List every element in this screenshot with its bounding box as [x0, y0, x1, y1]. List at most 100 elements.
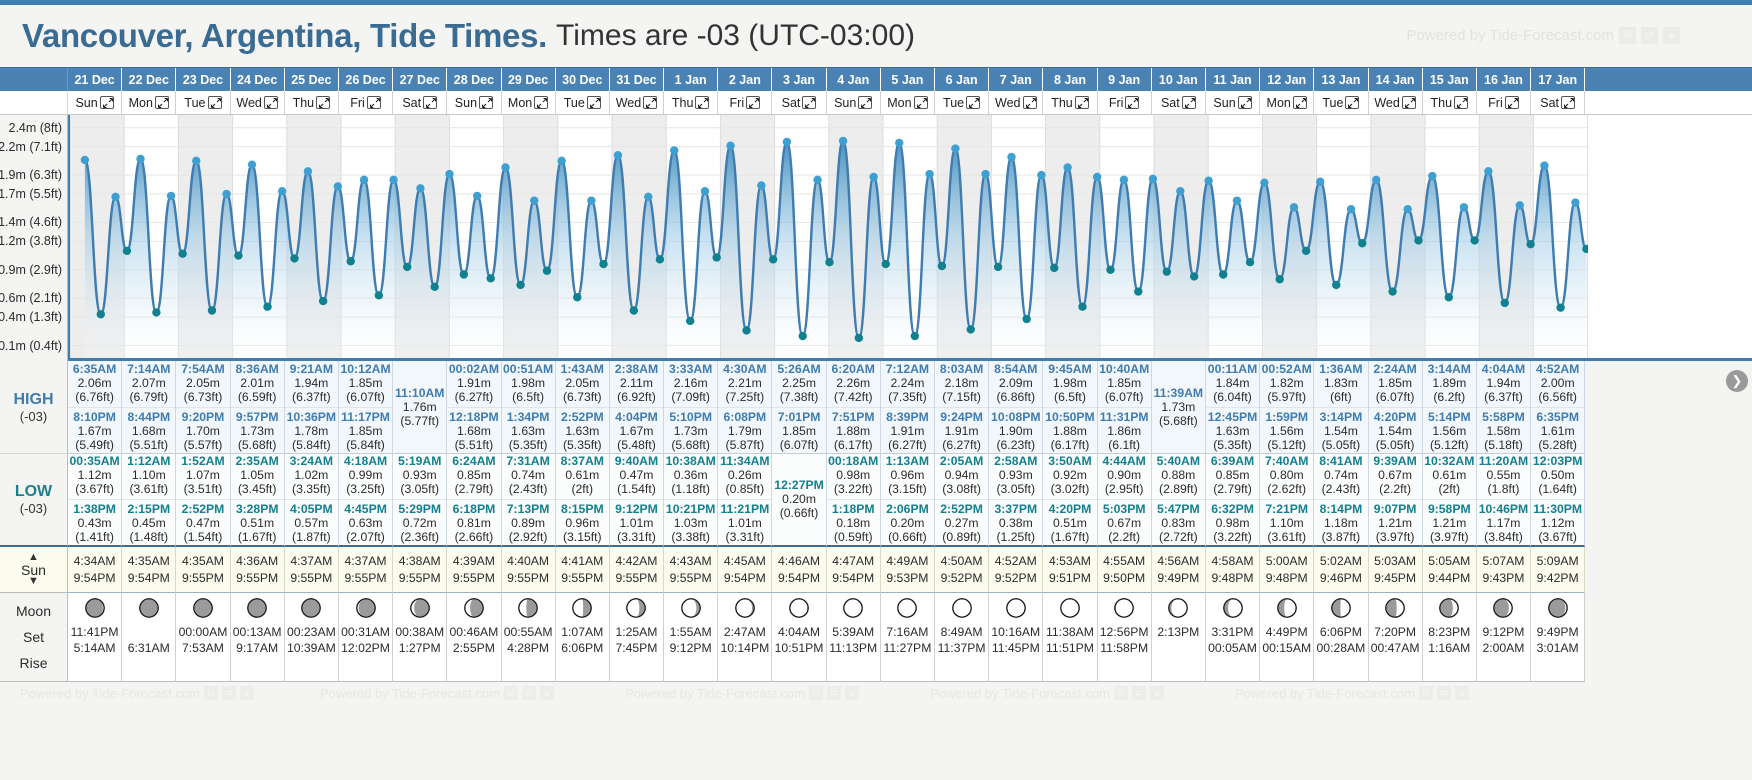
date-header-cell[interactable]: 14 Jan [1369, 68, 1423, 91]
low-tide-marker[interactable] [1556, 303, 1565, 312]
low-tide-marker[interactable] [403, 262, 412, 272]
day-of-week-cell[interactable]: Wed [230, 91, 285, 114]
high-tide-marker[interactable] [1063, 163, 1072, 172]
high-tide-marker[interactable] [1119, 175, 1129, 185]
high-tide-marker[interactable] [925, 169, 934, 179]
low-tide-marker[interactable] [1388, 287, 1397, 296]
high-tide-marker[interactable] [111, 192, 120, 202]
metric-toggle-icon[interactable]: M [808, 686, 823, 700]
date-header-cell[interactable]: 27 Dec [393, 68, 448, 91]
day-of-week-cell[interactable]: Thu [1043, 91, 1098, 114]
metric-toggle-icon[interactable]: M [1619, 27, 1636, 44]
low-tide-marker[interactable] [374, 291, 384, 300]
high-tide-marker[interactable] [80, 155, 90, 165]
low-tide-marker[interactable] [825, 258, 834, 267]
day-of-week-cell[interactable]: Fri [718, 91, 773, 114]
expand-icon[interactable] [99, 96, 114, 109]
low-tide-marker[interactable] [1332, 280, 1341, 290]
expand-icon[interactable] [858, 96, 873, 109]
low-tide-marker[interactable] [346, 257, 355, 266]
low-tide-marker[interactable] [152, 308, 161, 317]
date-header-cell[interactable]: 13 Jan [1314, 68, 1369, 91]
low-tide-marker[interactable] [686, 316, 695, 326]
low-tide-marker[interactable] [1162, 267, 1172, 276]
low-tide-marker[interactable] [798, 331, 807, 341]
high-tide-marker[interactable] [166, 191, 176, 201]
high-tide-marker[interactable] [277, 186, 287, 196]
low-tide-marker[interactable] [1470, 236, 1479, 245]
low-tide-marker[interactable] [742, 326, 751, 335]
low-tide-marker[interactable] [1275, 275, 1284, 284]
day-of-week-cell[interactable]: Fri [1097, 91, 1152, 114]
high-tide-marker[interactable] [1372, 175, 1381, 185]
share-icon[interactable]: ▲ [1454, 686, 1469, 700]
high-tide-marker[interactable] [1484, 167, 1493, 176]
date-header-cell[interactable]: 23 Dec [176, 68, 231, 91]
high-tide-marker[interactable] [838, 136, 848, 146]
high-tide-marker[interactable] [1176, 186, 1185, 196]
expand-icon[interactable] [1401, 96, 1416, 109]
date-header-cell[interactable]: 9 Jan [1098, 68, 1152, 91]
low-tide-marker[interactable] [655, 255, 665, 264]
expand-icon[interactable] [479, 96, 494, 109]
low-tide-marker[interactable] [1245, 258, 1255, 267]
expand-icon[interactable] [746, 96, 761, 109]
expand-icon[interactable] [802, 96, 817, 109]
date-header-cell[interactable]: 11 Jan [1206, 68, 1261, 91]
day-of-week-cell[interactable]: Tue [935, 91, 990, 114]
high-tide-marker[interactable] [613, 151, 623, 160]
date-header-cell[interactable]: 1 Jan [664, 68, 719, 91]
day-of-week-cell[interactable]: Wed [989, 91, 1044, 114]
expand-icon[interactable] [366, 96, 381, 109]
high-tide-marker[interactable] [333, 182, 343, 191]
expand-icon[interactable] [695, 96, 710, 109]
date-header-cell[interactable]: 10 Jan [1152, 68, 1206, 91]
date-header-cell[interactable]: 30 Dec [556, 68, 610, 91]
expand-icon[interactable] [423, 96, 438, 109]
low-tide-marker[interactable] [486, 274, 495, 283]
day-of-week-cell[interactable]: Sat [393, 91, 448, 114]
high-tide-marker[interactable] [359, 175, 369, 185]
share-icon[interactable]: ▲ [1663, 27, 1680, 44]
day-of-week-cell[interactable]: Fri [338, 91, 394, 114]
low-tide-marker[interactable] [573, 293, 582, 302]
day-of-week-cell[interactable]: Sun [447, 91, 502, 114]
expand-icon[interactable] [1181, 96, 1196, 109]
date-header-cell[interactable]: 17 Jan [1531, 68, 1586, 91]
high-tide-marker[interactable] [192, 156, 201, 166]
low-tide-marker[interactable] [768, 255, 778, 264]
share-icon[interactable]: ▲ [239, 686, 254, 700]
date-header-cell[interactable]: 4 Jan [827, 68, 881, 91]
share-icon[interactable]: ▲ [844, 686, 859, 700]
expand-icon[interactable] [263, 96, 278, 109]
high-tide-marker[interactable] [530, 196, 539, 205]
high-tide-marker[interactable] [1515, 201, 1524, 210]
high-tide-marker[interactable] [1346, 204, 1356, 214]
high-tide-marker[interactable] [813, 175, 822, 185]
date-header-cell[interactable]: 29 Dec [502, 68, 556, 91]
refresh-icon[interactable]: ⇄ [826, 686, 841, 700]
low-tide-marker[interactable] [459, 270, 469, 279]
low-tide-marker[interactable] [1526, 240, 1535, 249]
high-tide-marker[interactable] [951, 144, 960, 153]
high-tide-marker[interactable] [222, 189, 231, 199]
metric-toggle-icon[interactable]: M [1113, 686, 1128, 700]
low-tide-marker[interactable] [1219, 270, 1228, 279]
expand-icon[interactable] [1237, 96, 1252, 109]
metric-toggle-icon[interactable]: M [203, 686, 218, 700]
low-tide-marker[interactable] [1078, 302, 1087, 311]
day-of-week-cell[interactable]: Mon [501, 91, 556, 114]
day-of-week-cell[interactable]: Sat [1531, 91, 1586, 114]
low-tide-marker[interactable] [290, 254, 299, 263]
day-of-week-cell[interactable]: Tue [176, 91, 231, 114]
metric-toggle-icon[interactable]: M [503, 686, 518, 700]
low-tide-marker[interactable] [1106, 265, 1115, 274]
high-tide-marker[interactable] [1289, 203, 1299, 212]
high-tide-marker[interactable] [587, 196, 596, 205]
low-tide-marker[interactable] [96, 310, 105, 319]
low-tide-marker[interactable] [122, 246, 132, 256]
date-header-cell[interactable]: 8 Jan [1043, 68, 1098, 91]
high-tide-marker[interactable] [644, 192, 653, 202]
date-header-cell[interactable]: 5 Jan [881, 68, 935, 91]
high-tide-marker[interactable] [445, 169, 454, 179]
